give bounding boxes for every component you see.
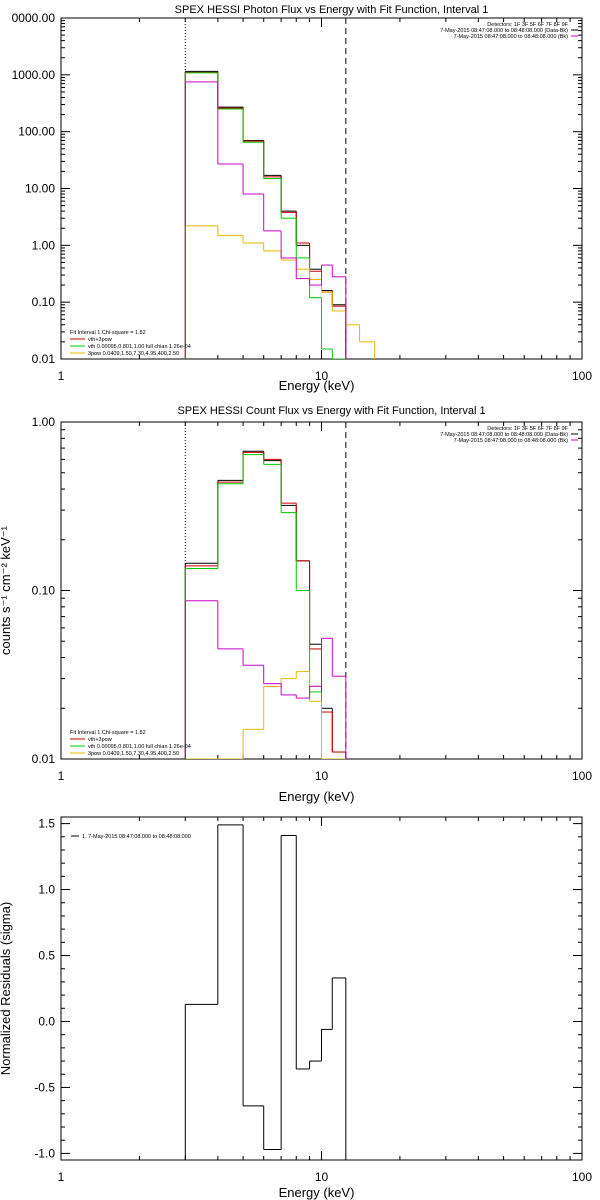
series-group (184, 70, 376, 359)
series-bk (184, 81, 347, 359)
series-residuals (184, 824, 347, 1160)
legend-bottom-left-entry: vth+3pow (88, 337, 112, 343)
y-tick-label: 1.00 (32, 415, 56, 429)
y-tick-label: 0.0 (38, 1014, 55, 1028)
y-tick-label: 0.5 (38, 949, 55, 963)
x-axis-label: Energy (keV) (279, 378, 355, 393)
y-tick-label: 0.10 (32, 584, 56, 598)
legend-bottom-left-entry: 3pow 0.0409,1.50,7.30,4.95,400,2.50 (88, 751, 179, 757)
x-tick-label: 10 (315, 769, 329, 783)
y-tick-label: 100.00 (18, 125, 55, 139)
y-tick-label: 1.5 (38, 817, 55, 831)
legend-top-right-entry: Detectors: 1F 3F 5F 6F 7F 8F 9F (487, 426, 568, 432)
legend-bottom-left-entry: Fit Interval 1 Chi-square = 1.82 (70, 730, 146, 736)
y-tick-label: 1.0 (38, 883, 55, 897)
y-tick-label: 10.00 (25, 182, 55, 196)
legend-top-left-entry: 1. 7-May-2015 08:47:08.000 to 08:48:08.0… (82, 834, 191, 840)
chart-title: SPEX HESSI Photon Flux vs Energy with Fi… (175, 4, 489, 16)
y-tick-label: -0.5 (34, 1080, 55, 1094)
x-tick-label: 10 (315, 1170, 329, 1184)
y-tick-label: 1.00 (32, 238, 56, 252)
x-tick-label: 100 (572, 769, 592, 783)
y-axis-label: counts s⁻¹ cm⁻² keV⁻¹ (0, 525, 13, 655)
panel-3: 1 10 100 Energy (keV) -1.0 -0.5 0.0 0.5 1.0 1.5 No… (0, 816, 592, 1200)
legend-top-right-entry: 7-May-2015 08:47:08.000 to 08:48:08.000 … (440, 432, 568, 438)
x-tick-label: 1 (58, 1170, 65, 1184)
panel-1: SPEX HESSI Photon Flux vs Energy with Fi… (12, 4, 593, 393)
y-tick-label: -1.0 (34, 1146, 55, 1160)
x-tick-label: 100 (572, 369, 592, 383)
x-tick-label: 100 (572, 1170, 592, 1184)
legend-top-right-entry: 7-May-2015 08:47:08.000 to 08:48:08.000 … (454, 34, 569, 40)
y-tick-label: 1000.00 (12, 68, 56, 82)
series-vth (184, 72, 346, 359)
y-axis-label: Normalized Residuals (sigma) (0, 902, 13, 1075)
legend-bottom-left-entry: vth 0.00095,0.801,1.00 full chian 1.26e-… (88, 344, 191, 350)
x-tick-label: 1 (58, 369, 65, 383)
x-tick-label: 10 (315, 369, 329, 383)
y-tick-label: 0.01 (32, 352, 56, 366)
legend-bottom-left-entry: vth 0.00095,0.801,1.00 full chian 1.26e-… (88, 744, 191, 750)
legend-top-right-entry: 7-May-2015 08:47:08.000 to 08:48:08.000 … (454, 438, 569, 444)
plot-frame (60, 816, 583, 1161)
legend-bottom-left-entry: vth+3pow (88, 737, 112, 743)
y-tick-label: 0000.00 (12, 11, 56, 25)
series-bk (184, 600, 347, 759)
y-tick-label: 0.01 (32, 752, 56, 766)
legend-top-right-entry: Detectors: 1F 3F 5F 6F 7F 8F 9F (487, 22, 568, 28)
legend-bottom-left-entry: Fit Interval 1 Chi-square = 1.82 (70, 330, 146, 336)
series-group (184, 824, 347, 1160)
x-axis-label: Energy (keV) (279, 1185, 355, 1200)
y-tick-label: 0.10 (32, 295, 56, 309)
chart-title: SPEX HESSI Count Flux vs Energy with Fit… (177, 405, 485, 417)
x-axis-label: Energy (keV) (279, 789, 355, 804)
legend-top-right-entry: 7-May-2015 08:47:08.000 to 08:48:08.000 … (440, 28, 568, 34)
panel-2: SPEX HESSI Count Flux vs Energy with Fit… (0, 405, 592, 804)
legend-bottom-left-entry: 3pow 0.0409,1.50,7.30,4.95,400,2.50 (88, 351, 179, 357)
series-group (184, 450, 347, 759)
x-tick-label: 1 (58, 769, 65, 783)
